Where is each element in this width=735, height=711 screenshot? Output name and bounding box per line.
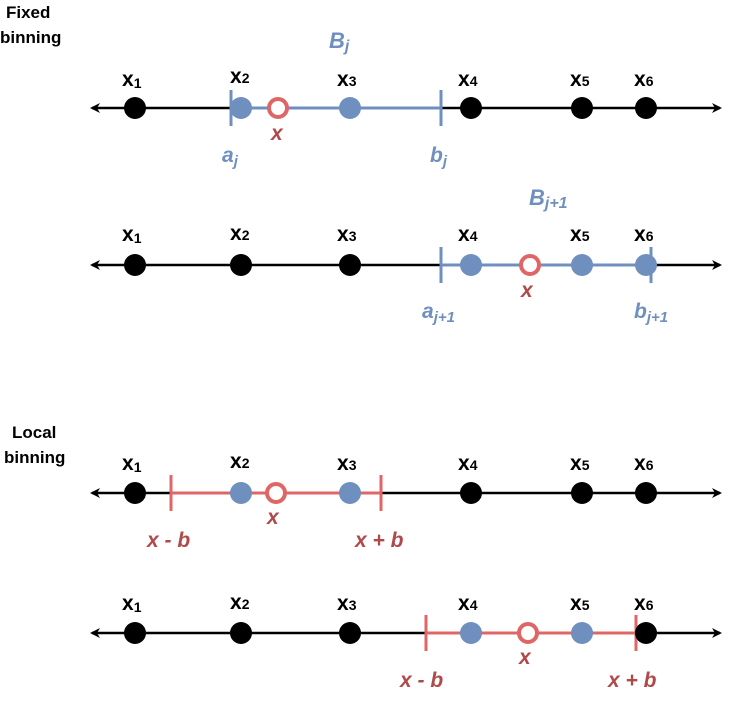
label-x3: x3 bbox=[337, 452, 357, 475]
query-point bbox=[517, 622, 539, 644]
data-point-x5 bbox=[571, 482, 593, 504]
label-x1: x1 bbox=[122, 452, 142, 475]
label-x2: x2 bbox=[230, 450, 250, 473]
data-point-x6 bbox=[635, 254, 657, 276]
label-x2: x2 bbox=[230, 222, 250, 245]
label-x5: x5 bbox=[570, 452, 590, 475]
label-x5: x5 bbox=[570, 592, 590, 615]
label-x1: x1 bbox=[122, 68, 142, 91]
label-query: x bbox=[270, 122, 284, 145]
label-x4: x4 bbox=[458, 452, 478, 475]
local-binning-title-line2: binning bbox=[4, 448, 65, 467]
query-point bbox=[267, 97, 289, 119]
label-x6: x6 bbox=[634, 452, 654, 475]
label-x3: x3 bbox=[337, 223, 357, 246]
fixed-binning-title-line2: binning bbox=[0, 28, 61, 47]
label-x4: x4 bbox=[458, 223, 478, 246]
data-point-x2 bbox=[230, 622, 252, 644]
label-x6: x6 bbox=[634, 68, 654, 91]
window-left-label: x - b bbox=[399, 669, 443, 692]
label-x1: x1 bbox=[122, 223, 142, 246]
label-x4: x4 bbox=[458, 592, 478, 615]
data-point-x2 bbox=[230, 97, 252, 119]
data-point-x2 bbox=[230, 482, 252, 504]
label-x1: x1 bbox=[122, 592, 142, 615]
label-x2: x2 bbox=[230, 65, 250, 88]
data-point-x6 bbox=[635, 622, 657, 644]
label-x4: x4 bbox=[458, 68, 478, 91]
window-right-label: x + b bbox=[354, 529, 404, 552]
data-point-x1 bbox=[124, 254, 146, 276]
data-point-x3 bbox=[339, 97, 361, 119]
bin-left-label: aj bbox=[222, 144, 239, 170]
data-point-x5 bbox=[571, 254, 593, 276]
bin-right-label: bj bbox=[430, 144, 448, 170]
data-point-x1 bbox=[124, 622, 146, 644]
data-point-x1 bbox=[124, 482, 146, 504]
data-point-x2 bbox=[230, 254, 252, 276]
fixed-row-1: x1 x2 x3 x4 x5 x6 x Bj aj bj bbox=[90, 28, 722, 170]
label-x6: x6 bbox=[634, 592, 654, 615]
local-binning-title-line1: Local bbox=[12, 423, 56, 442]
data-point-x4 bbox=[460, 622, 482, 644]
data-point-x6 bbox=[635, 97, 657, 119]
label-query: x bbox=[266, 506, 280, 529]
label-x2: x2 bbox=[230, 591, 250, 614]
bin-name-label: Bj+1 bbox=[529, 185, 568, 212]
data-point-x4 bbox=[460, 482, 482, 504]
label-x3: x3 bbox=[337, 68, 357, 91]
label-x5: x5 bbox=[570, 68, 590, 91]
data-point-x1 bbox=[124, 97, 146, 119]
data-point-x4 bbox=[460, 97, 482, 119]
label-query: x bbox=[518, 646, 532, 669]
fixed-binning-title-line1: Fixed bbox=[6, 3, 50, 22]
query-point bbox=[265, 482, 287, 504]
data-point-x6 bbox=[635, 482, 657, 504]
bin-name-label: Bj bbox=[329, 28, 350, 55]
data-point-x3 bbox=[339, 482, 361, 504]
data-point-x5 bbox=[571, 622, 593, 644]
bin-left-label: aj+1 bbox=[422, 300, 455, 326]
query-point bbox=[519, 254, 541, 276]
data-point-x4 bbox=[460, 254, 482, 276]
data-point-x5 bbox=[571, 97, 593, 119]
label-x3: x3 bbox=[337, 592, 357, 615]
bin-right-label: bj+1 bbox=[634, 300, 668, 326]
fixed-row-2: x1 x2 x3 x4 x5 x6 x Bj+1 aj+1 bj+1 bbox=[90, 185, 722, 326]
data-point-x3 bbox=[339, 254, 361, 276]
window-right-label: x + b bbox=[607, 669, 657, 692]
window-left-label: x - b bbox=[146, 529, 190, 552]
label-x5: x5 bbox=[570, 223, 590, 246]
label-x6: x6 bbox=[634, 223, 654, 246]
local-row-2: x1 x2 x3 x4 x5 x6 x x - b x + b bbox=[90, 591, 722, 692]
label-query: x bbox=[520, 279, 534, 302]
local-row-1: x1 x2 x3 x4 x5 x6 x x - b x + b bbox=[90, 450, 722, 552]
data-point-x3 bbox=[339, 622, 361, 644]
